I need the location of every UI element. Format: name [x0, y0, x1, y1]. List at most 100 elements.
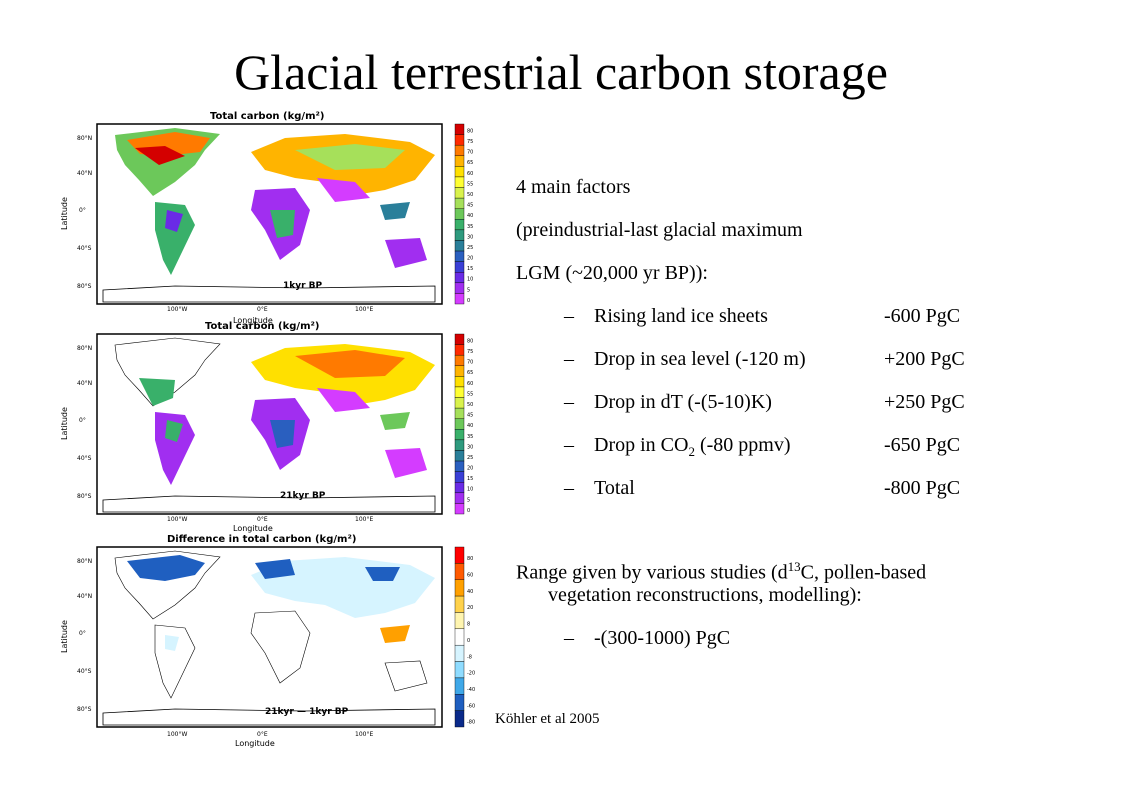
scale-label: -60	[467, 703, 475, 709]
scale-label: 70	[467, 150, 473, 156]
scale-label: 80	[467, 128, 473, 134]
scale-swatch	[454, 344, 465, 356]
scale-swatch	[454, 208, 465, 220]
scale-label: 0	[467, 298, 470, 304]
scale-label: 35	[467, 434, 473, 440]
scale-label: 40	[467, 213, 473, 219]
ylabel: Latitude	[60, 620, 69, 653]
text-line-range-2: vegetation reconstructions, modelling):	[548, 584, 862, 606]
scale-label: 30	[467, 444, 473, 450]
ylabel: Latitude	[60, 407, 69, 440]
bullet-dash: –	[564, 434, 574, 456]
map-panel-difference: Difference in total carbon (kg/m²) 21kyr…	[55, 533, 485, 748]
scale-swatch	[454, 482, 465, 494]
svg-text:40°N: 40°N	[77, 170, 92, 177]
scale-label: 50	[467, 402, 473, 408]
svg-text:40°N: 40°N	[77, 593, 92, 600]
scale-swatch	[454, 429, 465, 441]
scale-swatch	[454, 612, 465, 630]
continents	[102, 128, 436, 303]
text-line-lgm: LGM (~20,000 yr BP)):	[516, 262, 708, 284]
citation: Köhler et al 2005	[495, 711, 600, 727]
svg-text:80°N: 80°N	[77, 135, 92, 142]
map-title: Total carbon (kg/m²)	[210, 111, 324, 122]
carbon-map-difference: Difference in total carbon (kg/m²) 21kyr…	[60, 534, 475, 748]
scale-label: 8	[467, 622, 470, 628]
map-period-label: 1kyr BP	[283, 281, 323, 291]
factor-value: +200 PgC	[884, 348, 965, 370]
scale-swatch	[454, 229, 465, 241]
scale-label: 40	[467, 589, 473, 595]
scale-label: 65	[467, 370, 473, 376]
scale-label: 70	[467, 360, 473, 366]
scale-label: 0	[467, 508, 470, 514]
svg-text:40°S: 40°S	[77, 668, 92, 675]
svg-text:40°S: 40°S	[77, 245, 92, 252]
scale-label: 65	[467, 160, 473, 166]
scale-label: 5	[467, 497, 470, 503]
scale-label: -40	[467, 687, 475, 693]
svg-text:0°: 0°	[79, 417, 86, 424]
svg-text:100°W: 100°W	[167, 306, 187, 313]
svg-text:100°E: 100°E	[355, 306, 373, 313]
text-line-preindustrial: (preindustrial-last glacial maximum	[516, 219, 803, 241]
scale-label: 35	[467, 224, 473, 230]
scale-label: 20	[467, 605, 473, 611]
scale-swatch	[454, 492, 465, 504]
scale-label: 40	[467, 423, 473, 429]
scale-swatch	[454, 460, 465, 472]
xlabel: Longitude	[233, 524, 273, 533]
map-title: Total carbon (kg/m²)	[205, 321, 319, 332]
svg-text:0°: 0°	[79, 207, 86, 214]
scale-label: 55	[467, 391, 473, 397]
scale-label: 20	[467, 466, 473, 472]
svg-text:0°: 0°	[79, 630, 86, 637]
factor-label: Rising land ice sheets	[594, 305, 768, 327]
svg-text:0°E: 0°E	[257, 306, 268, 313]
factor-label: Drop in CO2 (-80 ppmv)	[594, 434, 791, 459]
scale-swatch	[454, 579, 465, 597]
scale-label: 5	[467, 287, 470, 293]
scale-label: 45	[467, 413, 473, 419]
xlabel: Longitude	[235, 739, 275, 748]
scale-swatch	[454, 197, 465, 209]
factor-value: -650 PgC	[884, 434, 961, 456]
scale-swatch	[454, 240, 465, 252]
slide-title: Glacial terrestrial carbon storage	[234, 44, 888, 100]
bullet-dash: –	[564, 391, 574, 413]
scale-label: 50	[467, 192, 473, 198]
scale-label: 30	[467, 234, 473, 240]
bullet-dash: –	[564, 627, 574, 649]
scale-swatch	[454, 282, 465, 294]
scale-swatch	[454, 471, 465, 483]
scale-swatch	[454, 176, 465, 188]
scale-swatch	[454, 166, 465, 178]
continents	[102, 337, 436, 513]
scale-swatch	[454, 333, 465, 345]
scale-swatch	[454, 595, 465, 613]
scale-label: 0	[467, 638, 470, 644]
text-line-range: Range given by various studies (d13C, po…	[516, 559, 927, 584]
carbon-map-1kyr: Total carbon (kg/m²) 1kyr BP 80°N	[60, 111, 473, 313]
svg-text:40°S: 40°S	[77, 455, 92, 462]
scale-swatch	[454, 644, 465, 662]
scale-swatch	[454, 261, 465, 273]
continents	[102, 550, 436, 726]
scale-label: 20	[467, 256, 473, 262]
svg-text:0°E: 0°E	[257, 516, 268, 523]
lon-ticks: 100°W 0°E 100°E	[167, 731, 373, 738]
scale-swatch	[454, 134, 465, 146]
svg-text:80°N: 80°N	[77, 345, 92, 352]
lon-ticks: 100°W 0°E 100°E	[167, 306, 373, 313]
ylabel: Latitude	[60, 197, 69, 230]
scale-swatch	[454, 628, 465, 646]
scale-label: 75	[467, 139, 473, 145]
map-period-label: 21kyr — 1kyr BP	[265, 707, 349, 717]
scale-swatch	[454, 219, 465, 231]
factor-value: -800 PgC	[884, 477, 961, 499]
xlabel: Longitude	[233, 316, 273, 325]
scale-swatch	[454, 376, 465, 388]
scale-swatch	[454, 546, 465, 564]
